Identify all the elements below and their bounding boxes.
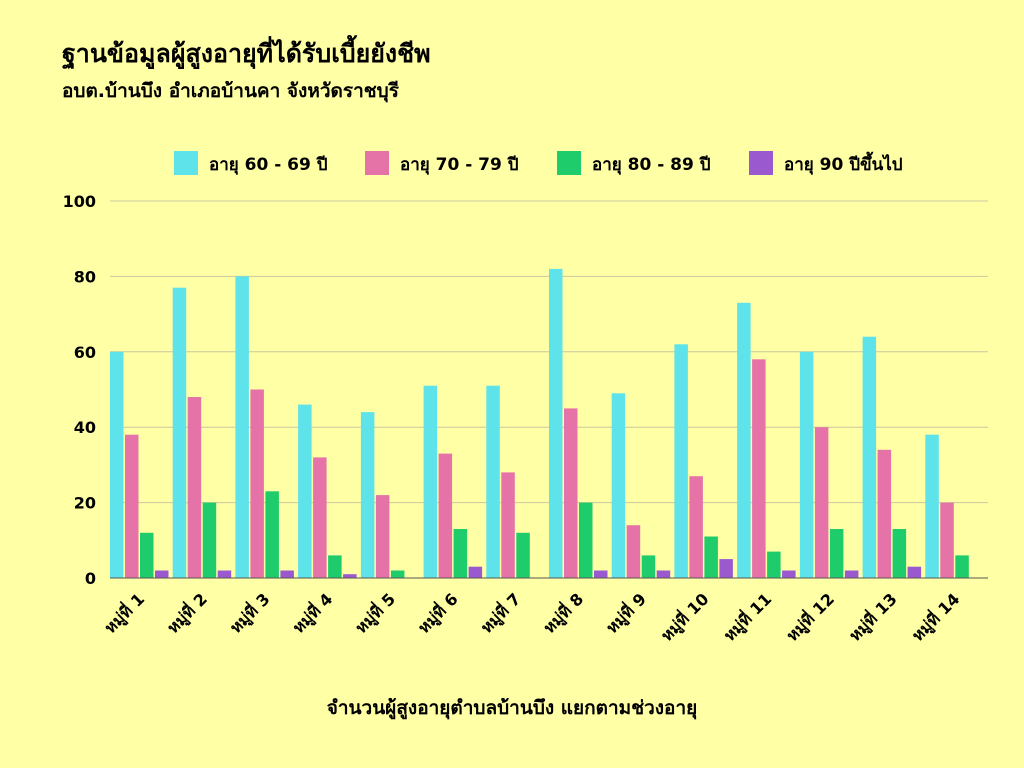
bar-s1-c8 [549,268,563,578]
bar-s1-c6 [423,385,438,578]
bar-s3-c9 [641,555,656,578]
bar-s4-c12 [844,570,859,578]
bar-s3-c14 [955,555,969,578]
bar-s4-c13 [907,566,922,578]
x-tick-label: หมู่ที่ 12 [781,588,839,646]
x-tick-label: หมู่ที่ 14 [907,588,965,646]
bar-s2-c1 [125,434,139,578]
bar-s1-c13 [862,336,877,578]
bar-s1-c4 [298,404,312,578]
x-tick-label: หมู่ที่ 9 [601,588,651,638]
bar-s1-c14 [925,434,939,578]
x-tick-label: หมู่ที่ 3 [225,588,275,638]
legend-swatch [557,151,581,175]
bar-s1-c12 [799,351,814,578]
legend-item: อายุ 70 - 79 ปี [365,151,519,175]
bar-s3-c4 [328,555,342,578]
bar-s2-c12 [814,427,829,578]
bar-s1-c5 [360,412,375,578]
page-title: ฐานข้อมูลผู้สูงอายุที่ได้รับเบี้ยยังชีพ [62,39,431,68]
y-tick-label: 80 [74,267,96,286]
bar-s1-c1 [110,351,124,578]
legend-label: อายุ 70 - 79 ปี [400,154,519,175]
bar-s4-c9 [656,570,671,578]
bar-s4-c8 [594,570,608,578]
bar-s2-c14 [940,502,954,578]
legend-item: อายุ 60 - 69 ปี [174,151,328,175]
y-axis-ticks: 0 20 40 60 80 100 [63,192,96,588]
bar-s2-c7 [501,472,515,578]
y-tick-label: 20 [74,494,96,513]
x-tick-label: หมู่ที่ 8 [538,588,588,638]
legend-swatch [749,151,773,175]
bar-s2-c8 [564,408,578,578]
bar-s3-c8 [579,502,593,578]
bar-s3-c11 [767,551,781,578]
x-tick-label: หมู่ที่ 5 [350,588,400,638]
legend-label: อายุ 80 - 89 ปี [592,154,711,175]
bar-s1-c11 [737,302,751,578]
bar-s2-c10 [689,476,703,578]
bar-s1-c2 [172,287,187,578]
x-axis-label: จำนวนผู้สูงอายุตำบลบ้านบึง แยกตามช่วงอาย… [327,697,698,720]
bar-s3-c10 [704,536,718,578]
x-tick-label: หมู่ที่ 11 [718,588,776,646]
bar-s2-c9 [626,525,641,578]
bar-s1-c7 [486,385,500,578]
bar-s2-c13 [877,449,892,578]
bar-s4-c4 [343,574,357,578]
y-tick-label: 100 [63,192,96,211]
page-subtitle: อบต.บ้านบึง อำเภอบ้านคา จังหวัดราชบุรี [62,80,399,102]
x-tick-label: หมู่ที่ 7 [475,588,525,638]
bar-s3-c6 [453,529,468,578]
bar-s3-c13 [892,529,907,578]
x-tick-label: หมู่ที่ 4 [287,588,337,638]
bar-s3-c1 [140,532,154,578]
bar-s4-c1 [155,570,169,578]
bar-s2-c6 [438,453,453,578]
bar-s3-c5 [390,570,405,578]
bar-s1-c3 [235,276,249,578]
bar-s4-c3 [280,570,294,578]
bar-s3-c12 [829,529,844,578]
legend-item: อายุ 90 ปีขึ้นไป [749,151,903,175]
x-tick-label: หมู่ที่ 1 [99,588,149,638]
x-tick-label: หมู่ที่ 6 [413,588,463,638]
x-tick-label: หมู่ที่ 2 [162,588,212,638]
bar-s2-c11 [752,359,766,578]
y-tick-label: 40 [74,418,96,437]
bar-s2-c4 [313,457,327,578]
x-tick-label: หมู่ที่ 13 [844,588,902,646]
bar-s3-c2 [202,502,217,578]
bar-s1-c10 [674,344,688,578]
bar-s4-c10 [719,559,733,578]
bar-s4-c11 [782,570,796,578]
bar-s4-c6 [468,566,483,578]
bar-s4-c2 [217,570,232,578]
bar-s3-c7 [516,532,530,578]
legend: อายุ 60 - 69 ปี อายุ 70 - 79 ปี อายุ 80 - … [174,151,903,175]
legend-swatch [365,151,389,175]
bar-s2-c5 [375,495,390,578]
legend-label: อายุ 60 - 69 ปี [209,154,328,175]
x-tick-label: หมู่ที่ 10 [656,588,714,646]
y-tick-label: 60 [74,343,96,362]
bar-s1-c9 [611,393,626,578]
bar-s2-c3 [250,389,264,578]
bars [110,268,969,578]
legend-label: อายุ 90 ปีขึ้นไป [784,151,903,175]
legend-item: อายุ 80 - 89 ปี [557,151,711,175]
bar-s3-c3 [265,491,279,578]
legend-swatch [174,151,198,175]
x-axis-ticks: หมู่ที่ 1 หมู่ที่ 2 หมู่ที่ 3 หมู่ที่ 4 หมู่… [99,588,965,646]
y-tick-label: 0 [85,569,96,588]
bar-s2-c2 [187,397,202,578]
